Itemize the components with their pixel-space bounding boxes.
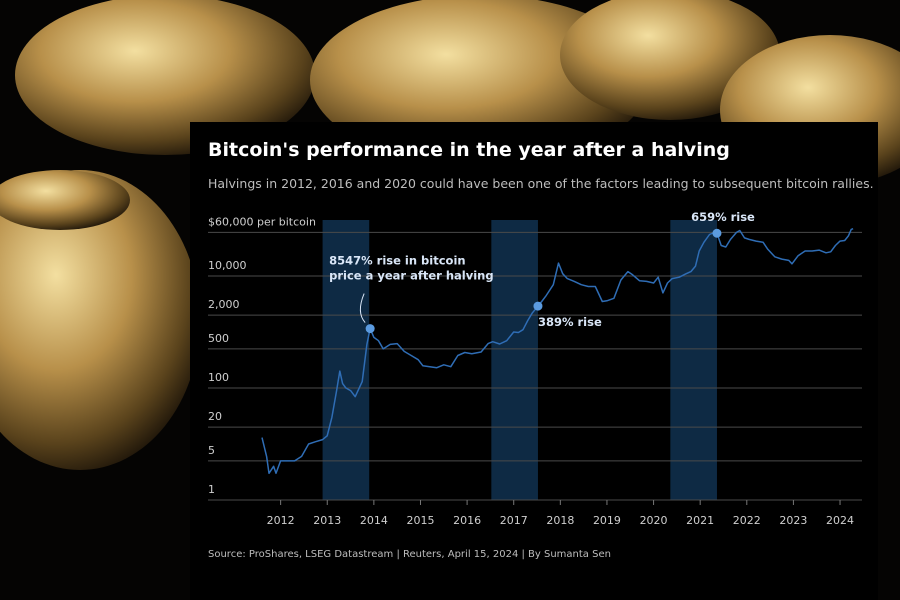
y-tick-label: 2,000: [208, 298, 240, 311]
highlight-dot: [365, 324, 375, 334]
chart-subtitle: Halvings in 2012, 2016 and 2020 could ha…: [208, 176, 874, 191]
chart-title: Bitcoin's performance in the year after …: [208, 139, 730, 161]
x-tick-label: 2024: [826, 514, 854, 527]
y-tick-label: $60,000 per bitcoin: [208, 215, 316, 228]
x-tick-label: 2023: [779, 514, 807, 527]
y-tick-label: 100: [208, 371, 229, 384]
annotation-arrow: [359, 293, 366, 323]
halving-band: [491, 220, 538, 500]
source: Source: ProShares, LSEG Datastream | Reu…: [208, 549, 611, 560]
x-tick-label: 2012: [267, 514, 295, 527]
plot: 1 5 20 100 500 2,000 10,000 $60,000 per bitcoin…: [208, 210, 862, 527]
highlight-dot: [712, 228, 722, 238]
halving-band: [670, 220, 717, 500]
annotation: 659% rise: [691, 210, 755, 224]
x-tick-label: 2022: [733, 514, 761, 527]
x-tick-label: 2021: [686, 514, 714, 527]
highlight-dot: [533, 301, 543, 311]
x-tick-label: 2014: [360, 514, 388, 527]
x-tick-label: 2013: [313, 514, 341, 527]
annotation: 8547% rise in bitcoin: [329, 254, 465, 268]
x-tick-label: 2015: [406, 514, 434, 527]
y-tick-label: 10,000: [208, 259, 247, 272]
annotation: price a year after halving: [329, 269, 493, 283]
x-tick-label: 2019: [593, 514, 621, 527]
x-tick-label: 2020: [640, 514, 668, 527]
x-tick-label: 2016: [453, 514, 481, 527]
price-line: [261, 227, 854, 475]
y-tick-label: 500: [208, 332, 229, 345]
y-tick-label: 5: [208, 444, 215, 457]
annotation: 389% rise: [538, 315, 602, 329]
y-tick-label: 20: [208, 410, 222, 423]
x-tick-label: 2018: [546, 514, 574, 527]
y-tick-label: 1: [208, 483, 215, 496]
halving-band: [322, 220, 370, 500]
x-tick-label: 2017: [500, 514, 528, 527]
